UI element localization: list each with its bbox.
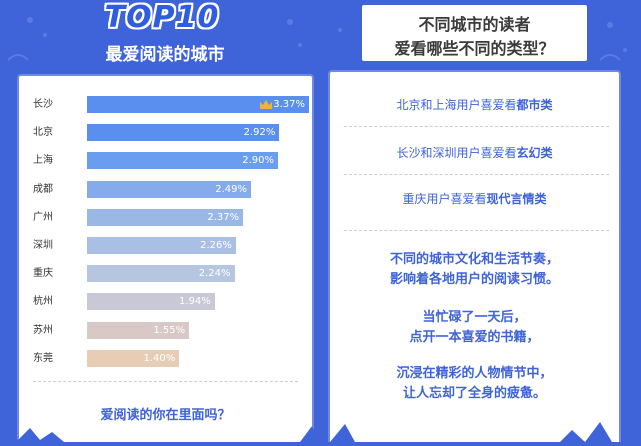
bar-row: 深圳 2.26%: [33, 237, 308, 254]
bar: 3.37%: [87, 96, 309, 113]
paragraph-3-line-1: 沉浸在精彩的人物情节中，: [396, 366, 553, 381]
bar-row: 杭州 1.94%: [33, 293, 308, 311]
footer-question: 爱阅读的你在里面吗？: [100, 408, 231, 423]
paragraph-1-line-1: 不同的城市文化和生活节奏，: [389, 252, 559, 267]
bar-category-label: 北京: [33, 127, 53, 139]
divider: [344, 230, 609, 231]
bar-row: 北京 2.92%: [33, 124, 308, 142]
divider: [33, 381, 298, 382]
genre-panel: 北京和上海用户喜爱看都市类 长沙和深圳用户喜爱看玄幻类 重庆用户喜爱看现代言情类…: [330, 72, 619, 444]
bar-category-label: 长沙: [33, 99, 53, 110]
bar-value-label: 2.26%: [200, 240, 232, 251]
genre-item-1-genre: 都市类: [516, 98, 553, 112]
right-title-line1: 不同城市的读者: [418, 15, 531, 34]
bar-category-label: 深圳: [33, 240, 53, 251]
bottom-decoration: [0, 422, 641, 446]
bar-row: 成都 2.49%: [33, 180, 308, 198]
paragraph-2-line-1: 当忙碌了一天后，: [422, 310, 527, 325]
genre-item-2-genre: 玄幻类: [516, 146, 553, 160]
bar: 1.94%: [87, 293, 215, 311]
bar-category-label: 杭州: [33, 296, 53, 308]
genre-item-3-prefix: 重庆用户喜爱看: [402, 192, 487, 206]
bar: 2.92%: [87, 124, 280, 142]
bar-category-label: 广州: [33, 211, 53, 223]
chart-subtitle: 最爱阅读的城市: [105, 45, 225, 65]
genre-item-2-prefix: 长沙和深圳用户喜爱看: [396, 146, 517, 160]
bar-row: 广州 2.37%: [33, 208, 308, 226]
bar-row: 重庆 2.24%: [33, 265, 308, 283]
bar: 1.40%: [87, 349, 180, 367]
divider: [344, 126, 609, 127]
bar: 1.55%: [87, 321, 190, 339]
bar-row: 长沙 3.37%: [33, 96, 309, 113]
bar: 2.24%: [87, 265, 235, 283]
ranking-panel: 长沙 3.37% 北京 2.92% 上海 2.90% 成都 2.49% 广州 2.37% 深圳 2.2…: [19, 76, 312, 442]
bar-row: 上海 2.90%: [33, 152, 308, 170]
paragraph-3-line-2: 让人忘却了全身的疲惫。: [402, 386, 546, 401]
bar-value-label: 1.94%: [179, 296, 211, 308]
bar-value-label: 2.37%: [207, 211, 240, 223]
bar: 2.37%: [87, 208, 244, 226]
bar-value-label: 1.55%: [153, 324, 186, 336]
bar-category-label: 苏州: [33, 324, 53, 336]
bar-value-label: 2.90%: [242, 155, 275, 167]
genre-item-1-prefix: 北京和上海用户喜爱看: [396, 98, 517, 112]
bar-value-label: 2.24%: [198, 268, 231, 280]
crown-icon: [260, 100, 272, 109]
genre-item-2: 长沙和深圳用户喜爱看玄幻类: [330, 144, 619, 161]
genre-item-1: 北京和上海用户喜爱看都市类: [330, 96, 619, 113]
bar: 2.49%: [87, 180, 252, 198]
divider: [344, 174, 609, 175]
paragraph-2-line-2: 点开一本喜爱的书籍，: [409, 330, 540, 345]
right-title-line2: 爱看哪些不同的类型？: [394, 39, 555, 58]
bar-row: 苏州 1.55%: [33, 321, 308, 339]
top10-title: TOP10: [104, 0, 220, 35]
bar-row: 东莞 1.40%: [33, 349, 308, 367]
genre-item-3-genre: 现代言情类: [486, 192, 547, 206]
right-title-box: 不同城市的读者 爱看哪些不同的类型？: [362, 5, 587, 61]
paragraph-1-line-2: 影响着各地用户的阅读习惯。: [389, 272, 559, 287]
bar-category-label: 东莞: [33, 352, 53, 364]
bar-value-label: 3.37%: [273, 99, 305, 110]
bar: 2.26%: [87, 237, 236, 254]
bar-category-label: 上海: [33, 155, 53, 167]
bar: 2.90%: [87, 152, 279, 170]
bar-category-label: 重庆: [33, 268, 53, 280]
bar-value-label: 2.49%: [215, 183, 248, 195]
genre-item-3: 重庆用户喜爱看现代言情类: [330, 190, 619, 207]
bar-value-label: 2.92%: [243, 127, 276, 139]
bar-value-label: 1.40%: [143, 352, 176, 364]
bar-category-label: 成都: [33, 183, 53, 195]
